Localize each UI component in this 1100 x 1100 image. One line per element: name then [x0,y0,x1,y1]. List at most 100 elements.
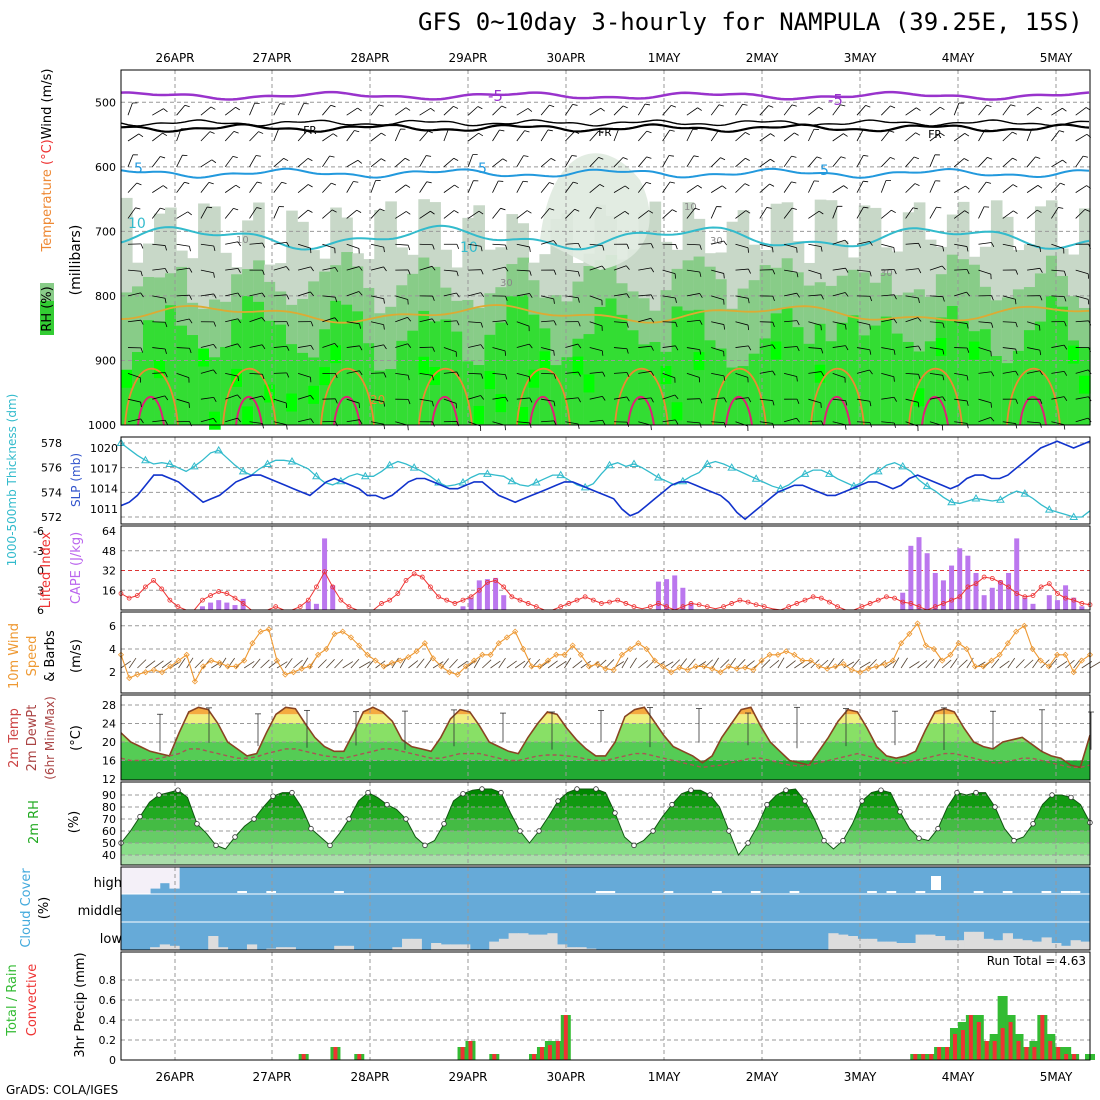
wind-barb [565,343,579,348]
wind-barb [297,243,311,249]
wind-barb [613,293,627,297]
date-label-bottom: 28APR [350,1070,389,1084]
wind10m-point [134,671,141,678]
wind-barb [1075,155,1084,168]
wind-barb-feather [863,180,869,183]
wind-barb [881,396,895,400]
rh-shade-bright [154,360,166,379]
cloud-low-bar [246,944,258,950]
wind-barb [346,291,360,297]
wind10m-axis-label-3-part: & Barbs [43,630,58,682]
wind10m-barb [999,660,1010,669]
wind-barb [735,243,749,249]
wind-barb-feather [844,239,849,245]
wind-barb-feather [189,267,193,273]
wind-barb [759,183,770,193]
wind-barb [808,269,821,275]
wind-barb [152,185,164,193]
rh-point [935,825,941,832]
wind-barb-feather [335,398,338,404]
lifted-index-point [517,597,523,603]
thickness-point [458,477,468,486]
wind-barb [419,130,429,142]
wind-barb [249,344,263,348]
wind-barb-feather [505,295,508,301]
lifted-index-point [159,586,165,592]
wind-barb [297,184,309,193]
wind-barb-feather [963,158,969,162]
thickness-point [678,476,688,485]
lifted-index-point [761,604,767,610]
wind10m-barb [925,659,935,669]
rh-tick-label: 40 [102,849,116,862]
wind-barb-feather [672,209,677,213]
rh-band [121,819,1090,831]
wind10m-point [495,640,502,647]
wind-barb-feather [261,395,266,401]
rh-shade-green [495,322,507,425]
wind-barb-feather [1015,246,1017,252]
wind10m-barb [1015,659,1025,669]
wind10m-barb [498,657,506,669]
wind-barb-feather [430,107,435,112]
cloud-high-sliver [750,891,761,893]
wind-barb [370,344,384,348]
lifted-index-point [965,584,971,590]
wind-barb [832,185,844,193]
wind10m-barb [1089,661,1100,669]
cloud-low-bar [944,940,955,950]
rh-shade-green [737,366,750,425]
wind-barb-feather [456,271,459,277]
wind-barb-feather [478,210,484,215]
wind10m-unit-label: (m/s) [69,639,84,673]
wind-barb-feather [310,345,314,350]
wind10m-barb [514,660,526,669]
precip-convective-bar [555,1041,560,1060]
wind-barb-feather [432,375,434,381]
wind10m-point [1078,657,1085,664]
wind-barb-feather [675,419,679,425]
contour-label-10: 10 [128,216,146,232]
wind-barb-feather [211,159,217,164]
wind-barb-feather [987,156,993,160]
temp-unit-label: (°C) [69,725,84,751]
date-label-top: 30APR [546,51,585,65]
wind-barb-feather [1082,155,1089,158]
wind-barb-feather [966,347,970,353]
rh-point [289,789,295,796]
wind10m-point [520,645,527,653]
wind-barb [468,395,481,400]
precip-convective-bar [1008,1022,1013,1060]
thickness-tick-label: 572 [41,511,62,524]
wind10m-point [208,657,215,664]
rh-shade-bright [968,341,981,360]
cloud-low-bar [576,947,587,950]
wind-barb [929,347,943,350]
wind10m-barb [128,657,137,669]
wind-barb [370,132,382,142]
wind-barb-feather [553,298,555,304]
wind10m-point [1004,640,1011,647]
wind-barb [467,154,474,167]
wind10m-point [939,657,946,664]
wind-barb-feather [820,294,824,300]
cloud-low-bar [1060,945,1072,950]
wind-barb [541,347,554,352]
wind-barb-feather [529,397,533,403]
wind-barb-feather [772,296,775,301]
wind-barb-feather [1039,370,1043,376]
wind-barb [880,130,890,142]
wind10m-point [446,669,453,676]
wind-barb-feather [578,243,581,249]
rh-point [498,789,504,796]
wind-barb-feather [235,184,241,189]
lifted-index-point [1079,601,1085,606]
rh-shade-green [352,311,364,425]
wind-barb-feather [772,370,776,376]
rh-shade-green [605,298,618,425]
wind-barb-feather [577,397,581,403]
wind-barb [443,106,454,116]
wind-barb-feather [675,322,678,328]
wind10m-point [158,669,166,676]
wind-barb [127,133,140,142]
